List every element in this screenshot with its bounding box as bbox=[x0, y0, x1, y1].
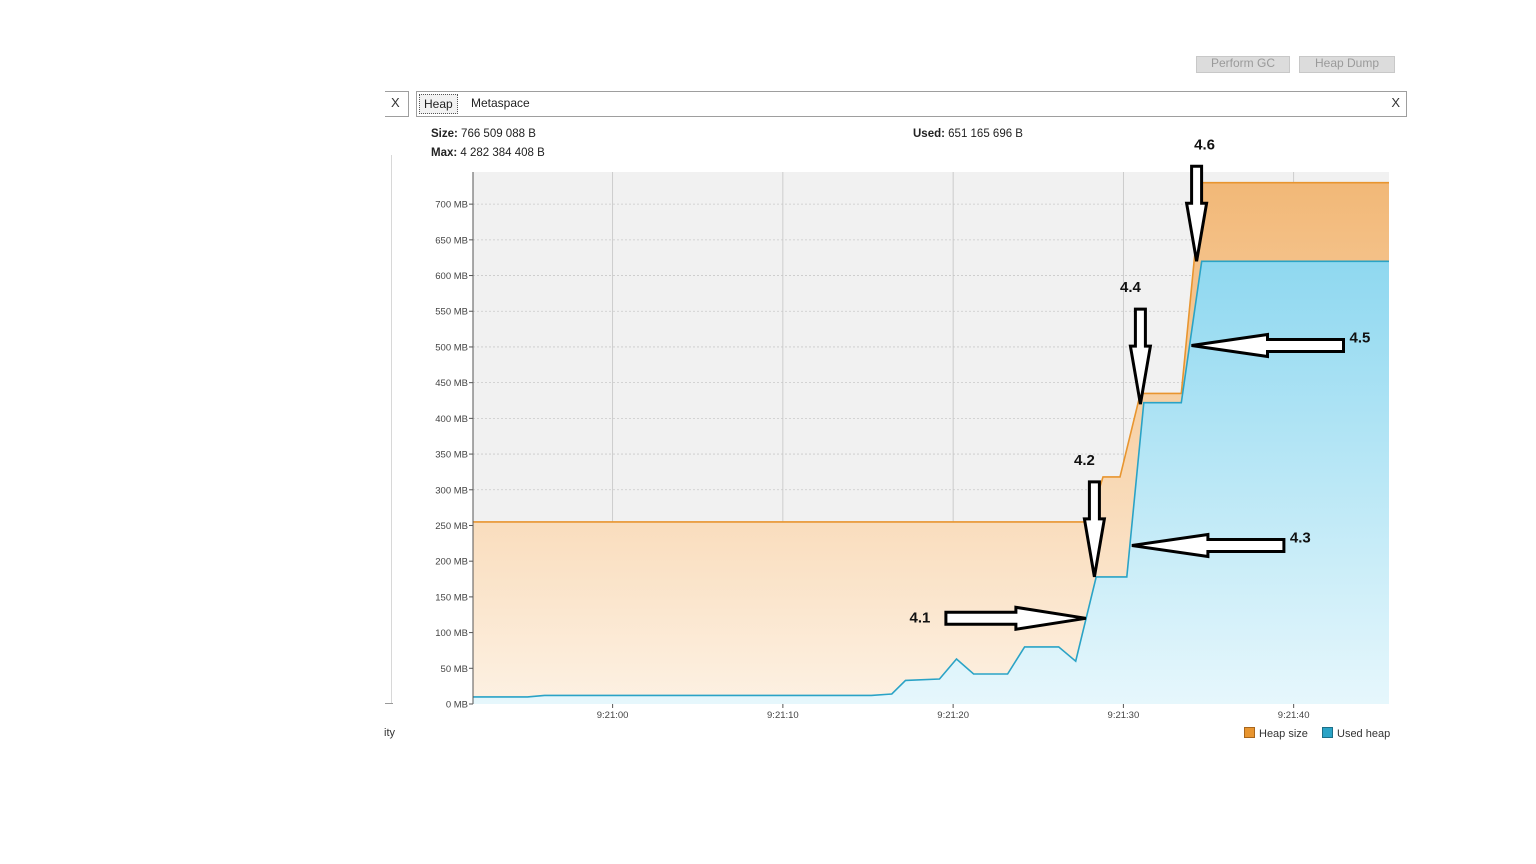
x-tick-label: 9:21:40 bbox=[1278, 710, 1310, 721]
y-tick-label: 250 MB bbox=[435, 521, 468, 532]
annotation-arrow bbox=[1191, 332, 1345, 359]
annotation-label: 4.1 bbox=[910, 609, 931, 626]
annotation-arrow bbox=[944, 605, 1087, 632]
tab-heap[interactable]: Heap bbox=[419, 94, 458, 114]
y-tick-label: 0 MB bbox=[446, 700, 468, 711]
y-tick-label: 200 MB bbox=[435, 557, 468, 568]
y-tick-label: 300 MB bbox=[435, 485, 468, 496]
annotation-arrow bbox=[1082, 480, 1107, 578]
heap-max-value: 4 282 384 408 B bbox=[460, 147, 545, 159]
annotation-label: 4.4 bbox=[1120, 279, 1142, 296]
annotation-arrow bbox=[1128, 307, 1153, 405]
left-panel-edge bbox=[391, 155, 392, 703]
y-tick-label: 100 MB bbox=[435, 628, 468, 639]
annotation-label: 4.3 bbox=[1290, 529, 1311, 546]
heap-size-value: 766 509 088 B bbox=[461, 128, 536, 140]
x-axis: 9:21:00 9:21:10 9:21:20 9:21:30 9:21:40 bbox=[597, 704, 1310, 721]
annotation-label: 4.2 bbox=[1074, 452, 1095, 469]
x-tick-label: 9:21:10 bbox=[767, 710, 799, 721]
y-tick-label: 50 MB bbox=[441, 664, 468, 675]
annotation-label: 4.6 bbox=[1194, 136, 1215, 153]
legend-heap-size-label: Heap size bbox=[1259, 728, 1308, 740]
left-panel-tab[interactable]: X bbox=[385, 91, 409, 117]
heap-dump-button[interactable]: Heap Dump bbox=[1299, 56, 1395, 73]
heap-max-label: Max: bbox=[431, 147, 458, 159]
perform-gc-button[interactable]: Perform GC bbox=[1196, 56, 1290, 73]
heap-size-stat: Size: 766 509 088 B bbox=[431, 128, 536, 140]
annotation-arrow bbox=[1184, 164, 1209, 262]
heap-size-label: Size: bbox=[431, 128, 458, 140]
used-heap-area bbox=[473, 261, 1389, 704]
y-tick-label: 150 MB bbox=[435, 592, 468, 603]
annotation-arrow bbox=[1131, 532, 1286, 559]
y-tick-label: 450 MB bbox=[435, 378, 468, 389]
x-tick-label: 9:21:30 bbox=[1108, 710, 1140, 721]
tab-bar: Heap Metaspace X bbox=[416, 91, 1407, 117]
x-tick-label: 9:21:20 bbox=[937, 710, 969, 721]
left-panel-text-fragment: ity bbox=[384, 727, 395, 739]
legend-heap-size: Heap size bbox=[1244, 727, 1308, 740]
heap-used-value: 651 165 696 B bbox=[948, 128, 1023, 140]
y-tick-label: 400 MB bbox=[435, 414, 468, 425]
heap-used-label: Used: bbox=[913, 128, 945, 140]
heap-used-stat: Used: 651 165 696 B bbox=[913, 128, 1023, 140]
left-panel-tick bbox=[385, 703, 393, 704]
used-heap-swatch bbox=[1322, 727, 1333, 738]
y-axis: 0 MB 50 MB 100 MB 150 MB 200 MB 250 MB 300 MB 3… bbox=[435, 200, 473, 711]
left-panel-close-icon[interactable]: X bbox=[391, 95, 400, 110]
annotations: 4.1 4.2 4.3 4.4 4.5 4.6 bbox=[910, 136, 1370, 632]
used-heap-line bbox=[473, 260, 1389, 698]
y-tick-label: 600 MB bbox=[435, 271, 468, 282]
y-tick-label: 350 MB bbox=[435, 450, 468, 461]
perform-gc-label: Perform GC bbox=[1210, 56, 1275, 70]
x-tick-label: 9:21:00 bbox=[597, 710, 629, 721]
y-tick-label: 500 MB bbox=[435, 342, 468, 353]
legend-used-heap: Used heap bbox=[1322, 727, 1390, 740]
tab-metaspace[interactable]: Metaspace bbox=[471, 96, 530, 110]
y-tick-label: 700 MB bbox=[435, 200, 468, 211]
legend-used-heap-label: Used heap bbox=[1337, 728, 1391, 740]
close-icon[interactable]: X bbox=[1391, 95, 1400, 110]
y-tick-label: 550 MB bbox=[435, 307, 468, 318]
heap-dump-label: Heap Dump bbox=[1314, 56, 1380, 70]
heap-max-stat: Max: 4 282 384 408 B bbox=[431, 147, 545, 159]
annotation-label: 4.5 bbox=[1349, 330, 1370, 347]
y-tick-label: 650 MB bbox=[435, 235, 468, 246]
heap-size-swatch bbox=[1244, 727, 1255, 738]
